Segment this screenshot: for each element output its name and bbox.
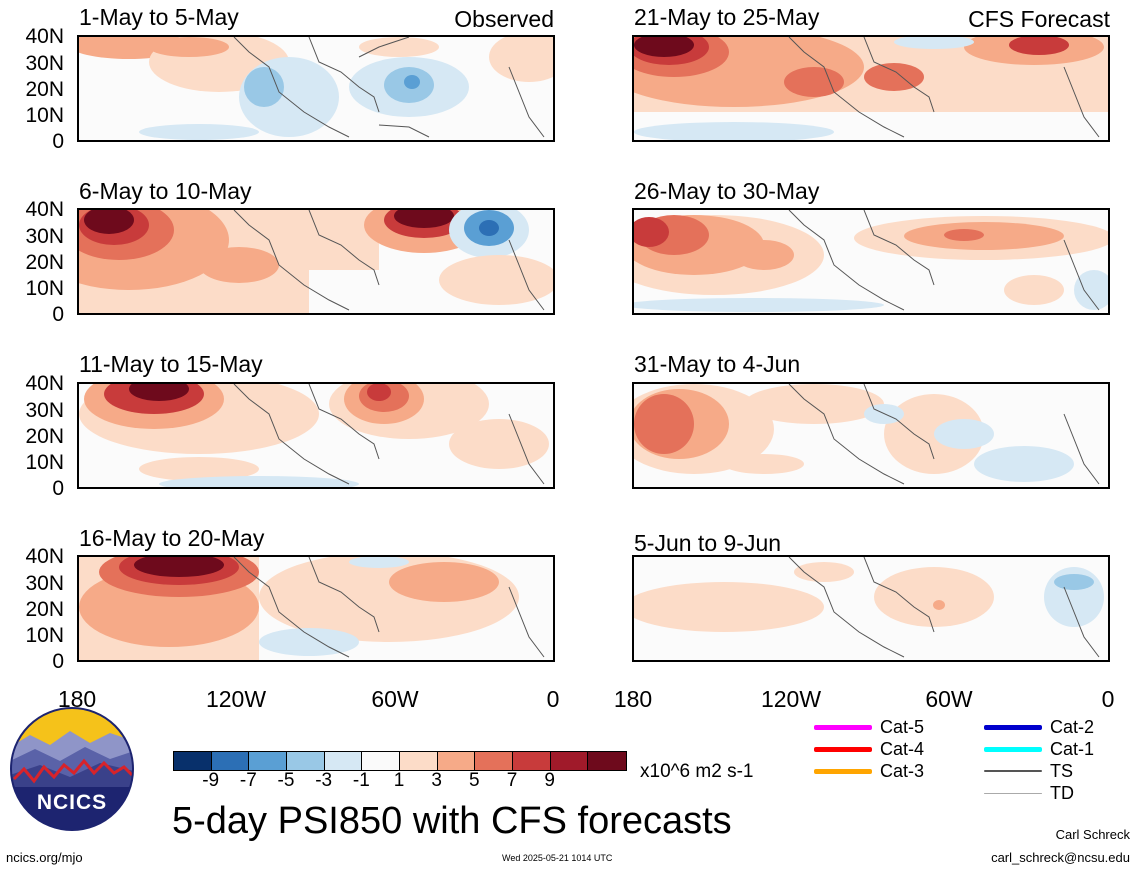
- colorbar-tick-label: -1: [352, 770, 370, 791]
- legend-item-td: TD: [984, 782, 1094, 804]
- lat-label-10n: 10N: [25, 277, 64, 300]
- colorbar-tick-label: -9: [202, 770, 220, 791]
- panel-title-8: 5-Jun to 9-Jun: [634, 530, 782, 556]
- panel-title-1: 1-May to 5-May: [79, 4, 239, 30]
- colorbar-tick-label: 9: [544, 770, 555, 791]
- panel-title-6: 26-May to 30-May: [634, 178, 820, 204]
- lon-label-60w: 60W: [925, 686, 973, 712]
- main-title: 5-day PSI850 with CFS forecasts: [172, 800, 732, 842]
- colorbar-swatch: [174, 752, 212, 770]
- map-panel-6: [632, 208, 1110, 315]
- lat-label-10n: 10N: [25, 624, 64, 647]
- lat-label-20n: 20N: [25, 598, 64, 621]
- lat-label-40n: 40N: [25, 372, 64, 395]
- lat-label-0: 0: [52, 130, 64, 153]
- colorbar-swatch: [550, 752, 589, 770]
- lon-label-180: 180: [613, 686, 653, 712]
- colorbar-swatch: [588, 752, 626, 770]
- colorbar-tick-label: 5: [469, 770, 480, 791]
- lat-label-30n: 30N: [25, 572, 64, 595]
- panel-title-4: 16-May to 20-May: [79, 525, 265, 551]
- lat-label-40n: 40N: [25, 545, 64, 568]
- logo-text: NCICS: [36, 791, 108, 814]
- colorbar-swatch: [324, 752, 363, 770]
- observed-label: Observed: [454, 6, 554, 32]
- colorbar-swatch: [512, 752, 551, 770]
- track-legend-col-1: Cat-5 Cat-4 Cat-3: [814, 716, 924, 782]
- map-panel-7: [632, 382, 1110, 489]
- lat-label-20n: 20N: [25, 425, 64, 448]
- colorbar-swatch: [475, 752, 513, 770]
- map-panel-8: [632, 555, 1110, 662]
- lat-label-0: 0: [52, 650, 64, 673]
- footer-url[interactable]: ncics.org/mjo: [6, 850, 83, 865]
- colorbar-tick-label: -5: [277, 770, 295, 791]
- lon-label-60w: 60W: [371, 686, 419, 712]
- lat-label-40n: 40N: [25, 25, 64, 48]
- colorbar-tick-label: -7: [239, 770, 257, 791]
- colorbar-ticks: -9 -7 -5 -3 -1 1 3 5 7 9: [173, 771, 625, 793]
- lon-label-120w: 120W: [205, 686, 267, 712]
- colorbar-tick-label: -3: [315, 770, 333, 791]
- colorbar-tick-label: 7: [506, 770, 518, 791]
- track-legend-col-2: Cat-2 Cat-1 TS TD: [984, 716, 1094, 804]
- colorbar-tick-label: 1: [393, 770, 405, 791]
- lat-label-30n: 30N: [25, 225, 64, 248]
- map-panel-4: [77, 555, 555, 662]
- lat-label-10n: 10N: [25, 451, 64, 474]
- colorbar-swatch: [362, 752, 400, 770]
- colorbar-swatch: [286, 752, 325, 770]
- legend-item-cat1: Cat-1: [984, 738, 1094, 760]
- map-panel-1: [77, 35, 555, 142]
- legend-item-cat4: Cat-4: [814, 738, 924, 760]
- forecast-label: CFS Forecast: [968, 6, 1110, 32]
- lat-label-0: 0: [52, 303, 64, 326]
- colorbar-units: x10^6 m2 s-1: [640, 761, 754, 782]
- lat-label-20n: 20N: [25, 251, 64, 274]
- colorbar: [173, 751, 627, 771]
- ncics-logo: NCICS: [10, 707, 134, 831]
- colorbar-swatch: [249, 752, 287, 770]
- footer-timestamp: Wed 2025-05-21 1014 UTC: [502, 853, 613, 863]
- footer-author: Carl Schreck: [1055, 827, 1130, 842]
- lat-label-30n: 30N: [25, 52, 64, 75]
- lat-label-40n: 40N: [25, 198, 64, 221]
- legend-item-cat3: Cat-3: [814, 760, 924, 782]
- colorbar-swatch: [437, 752, 476, 770]
- lat-label-30n: 30N: [25, 399, 64, 422]
- legend-item-cat5: Cat-5: [814, 716, 924, 738]
- colorbar-swatch: [211, 752, 250, 770]
- lat-label-0: 0: [52, 477, 64, 500]
- footer-email[interactable]: carl_schreck@ncsu.edu: [991, 850, 1130, 865]
- panel-title-3: 11-May to 15-May: [79, 351, 263, 377]
- panel-title-5: 21-May to 25-May: [634, 4, 820, 30]
- panel-title-7: 31-May to 4-Jun: [634, 351, 801, 377]
- lon-label-0: 0: [546, 686, 560, 712]
- lon-label-0: 0: [1101, 686, 1115, 712]
- lat-label-10n: 10N: [25, 104, 64, 127]
- legend-item-ts: TS: [984, 760, 1094, 782]
- panel-title-2: 6-May to 10-May: [79, 178, 252, 204]
- lon-label-120w: 120W: [760, 686, 822, 712]
- map-panel-2: [77, 208, 555, 315]
- map-panel-5: [632, 35, 1110, 142]
- colorbar-swatch: [399, 752, 438, 770]
- lon-label-180: 180: [57, 686, 97, 712]
- map-panel-3: [77, 382, 555, 489]
- legend-item-cat2: Cat-2: [984, 716, 1094, 738]
- lat-label-20n: 20N: [25, 78, 64, 101]
- colorbar-tick-label: 3: [431, 770, 442, 791]
